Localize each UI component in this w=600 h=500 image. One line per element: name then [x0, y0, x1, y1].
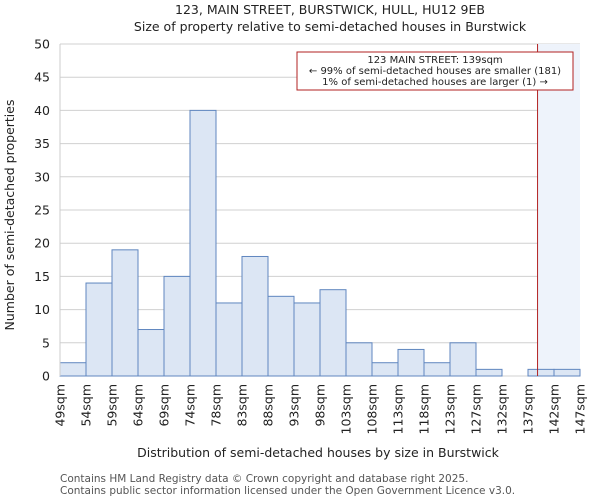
- x-tick-label: 54sqm: [79, 384, 94, 427]
- bar: [423, 362, 451, 377]
- bar: [345, 342, 373, 377]
- bar: [267, 295, 295, 377]
- x-tick-label: 132sqm: [495, 384, 510, 434]
- y-tick-label: 45: [34, 70, 50, 85]
- bar: [59, 362, 87, 377]
- y-tick-label: 0: [42, 369, 50, 384]
- footer-line-2: Contains public sector information licen…: [60, 485, 515, 497]
- bar: [397, 348, 425, 377]
- bar: [163, 275, 191, 377]
- x-tick-label: 64sqm: [131, 384, 146, 427]
- x-tick-label: 74sqm: [183, 384, 198, 427]
- x-tick-label: 147sqm: [573, 384, 588, 434]
- bar: [137, 329, 165, 377]
- x-axis-ticks: 49sqm 54sqm 59sqm 64sqm 69sqm 74sqm 78sqm 83sqm…: [53, 384, 588, 434]
- annotation-line-1: 123 MAIN STREET: 139sqm: [367, 55, 502, 66]
- bar: [371, 362, 399, 377]
- bar: [241, 255, 269, 377]
- highlight-region: [537, 44, 580, 376]
- y-tick-label: 25: [34, 203, 50, 218]
- x-tick-label: 88sqm: [261, 384, 276, 427]
- y-tick-label: 50: [34, 37, 50, 52]
- x-tick-label: 103sqm: [339, 384, 354, 434]
- chart-title: 123, MAIN STREET, BURSTWICK, HULL, HU12 …: [175, 2, 485, 17]
- x-tick-label: 49sqm: [53, 384, 68, 427]
- x-tick-label: 98sqm: [313, 384, 328, 427]
- y-tick-label: 20: [34, 236, 50, 251]
- annotation-border: [296, 51, 574, 91]
- bars: [59, 109, 581, 377]
- highlight-rect: [537, 44, 580, 376]
- bar: [111, 249, 139, 377]
- x-tick-label: 137sqm: [521, 384, 536, 434]
- annotation-box: 123 MAIN STREET: 139sqm ← 99% of semi-de…: [296, 51, 574, 91]
- chart-subtitle: Size of property relative to semi-detach…: [134, 19, 527, 34]
- y-tick-label: 40: [34, 103, 50, 118]
- x-tick-label: 108sqm: [365, 384, 380, 434]
- bar: [215, 302, 243, 377]
- y-tick-label: 35: [34, 136, 50, 151]
- y-tick-label: 30: [34, 169, 50, 184]
- y-axis-ticks: 0 5 10 15 20 25 30 35 40 45 50: [34, 37, 50, 384]
- x-tick-label: 83sqm: [235, 384, 250, 427]
- footer-line-1: Contains HM Land Registry data © Crown c…: [60, 473, 468, 485]
- annotation-line-2: ← 99% of semi-detached houses are smalle…: [309, 66, 561, 77]
- y-tick-label: 5: [42, 335, 50, 350]
- x-tick-label: 123sqm: [443, 384, 458, 434]
- bar: [85, 282, 113, 377]
- bar: [553, 368, 581, 377]
- x-tick-label: 93sqm: [287, 384, 302, 427]
- bar: [293, 302, 321, 377]
- x-tick-label: 142sqm: [547, 384, 562, 434]
- x-tick-label: 127sqm: [469, 384, 484, 434]
- y-axis-label: Number of semi-detached properties: [2, 100, 17, 331]
- x-tick-label: 69sqm: [157, 384, 172, 427]
- bar: [527, 368, 555, 377]
- x-tick-label: 118sqm: [417, 384, 432, 434]
- bar: [449, 342, 477, 377]
- x-tick-label: 78sqm: [209, 384, 224, 427]
- x-tick-label: 59sqm: [105, 384, 120, 427]
- bar: [189, 109, 217, 377]
- annotation-line-3: 1% of semi-detached houses are larger (1…: [322, 77, 548, 88]
- y-tick-label: 15: [34, 269, 50, 284]
- bar: [319, 289, 347, 377]
- x-tick-label: 113sqm: [391, 384, 406, 434]
- y-tick-label: 10: [34, 302, 50, 317]
- x-axis-label: Distribution of semi-detached houses by …: [137, 445, 500, 460]
- bar: [475, 368, 503, 377]
